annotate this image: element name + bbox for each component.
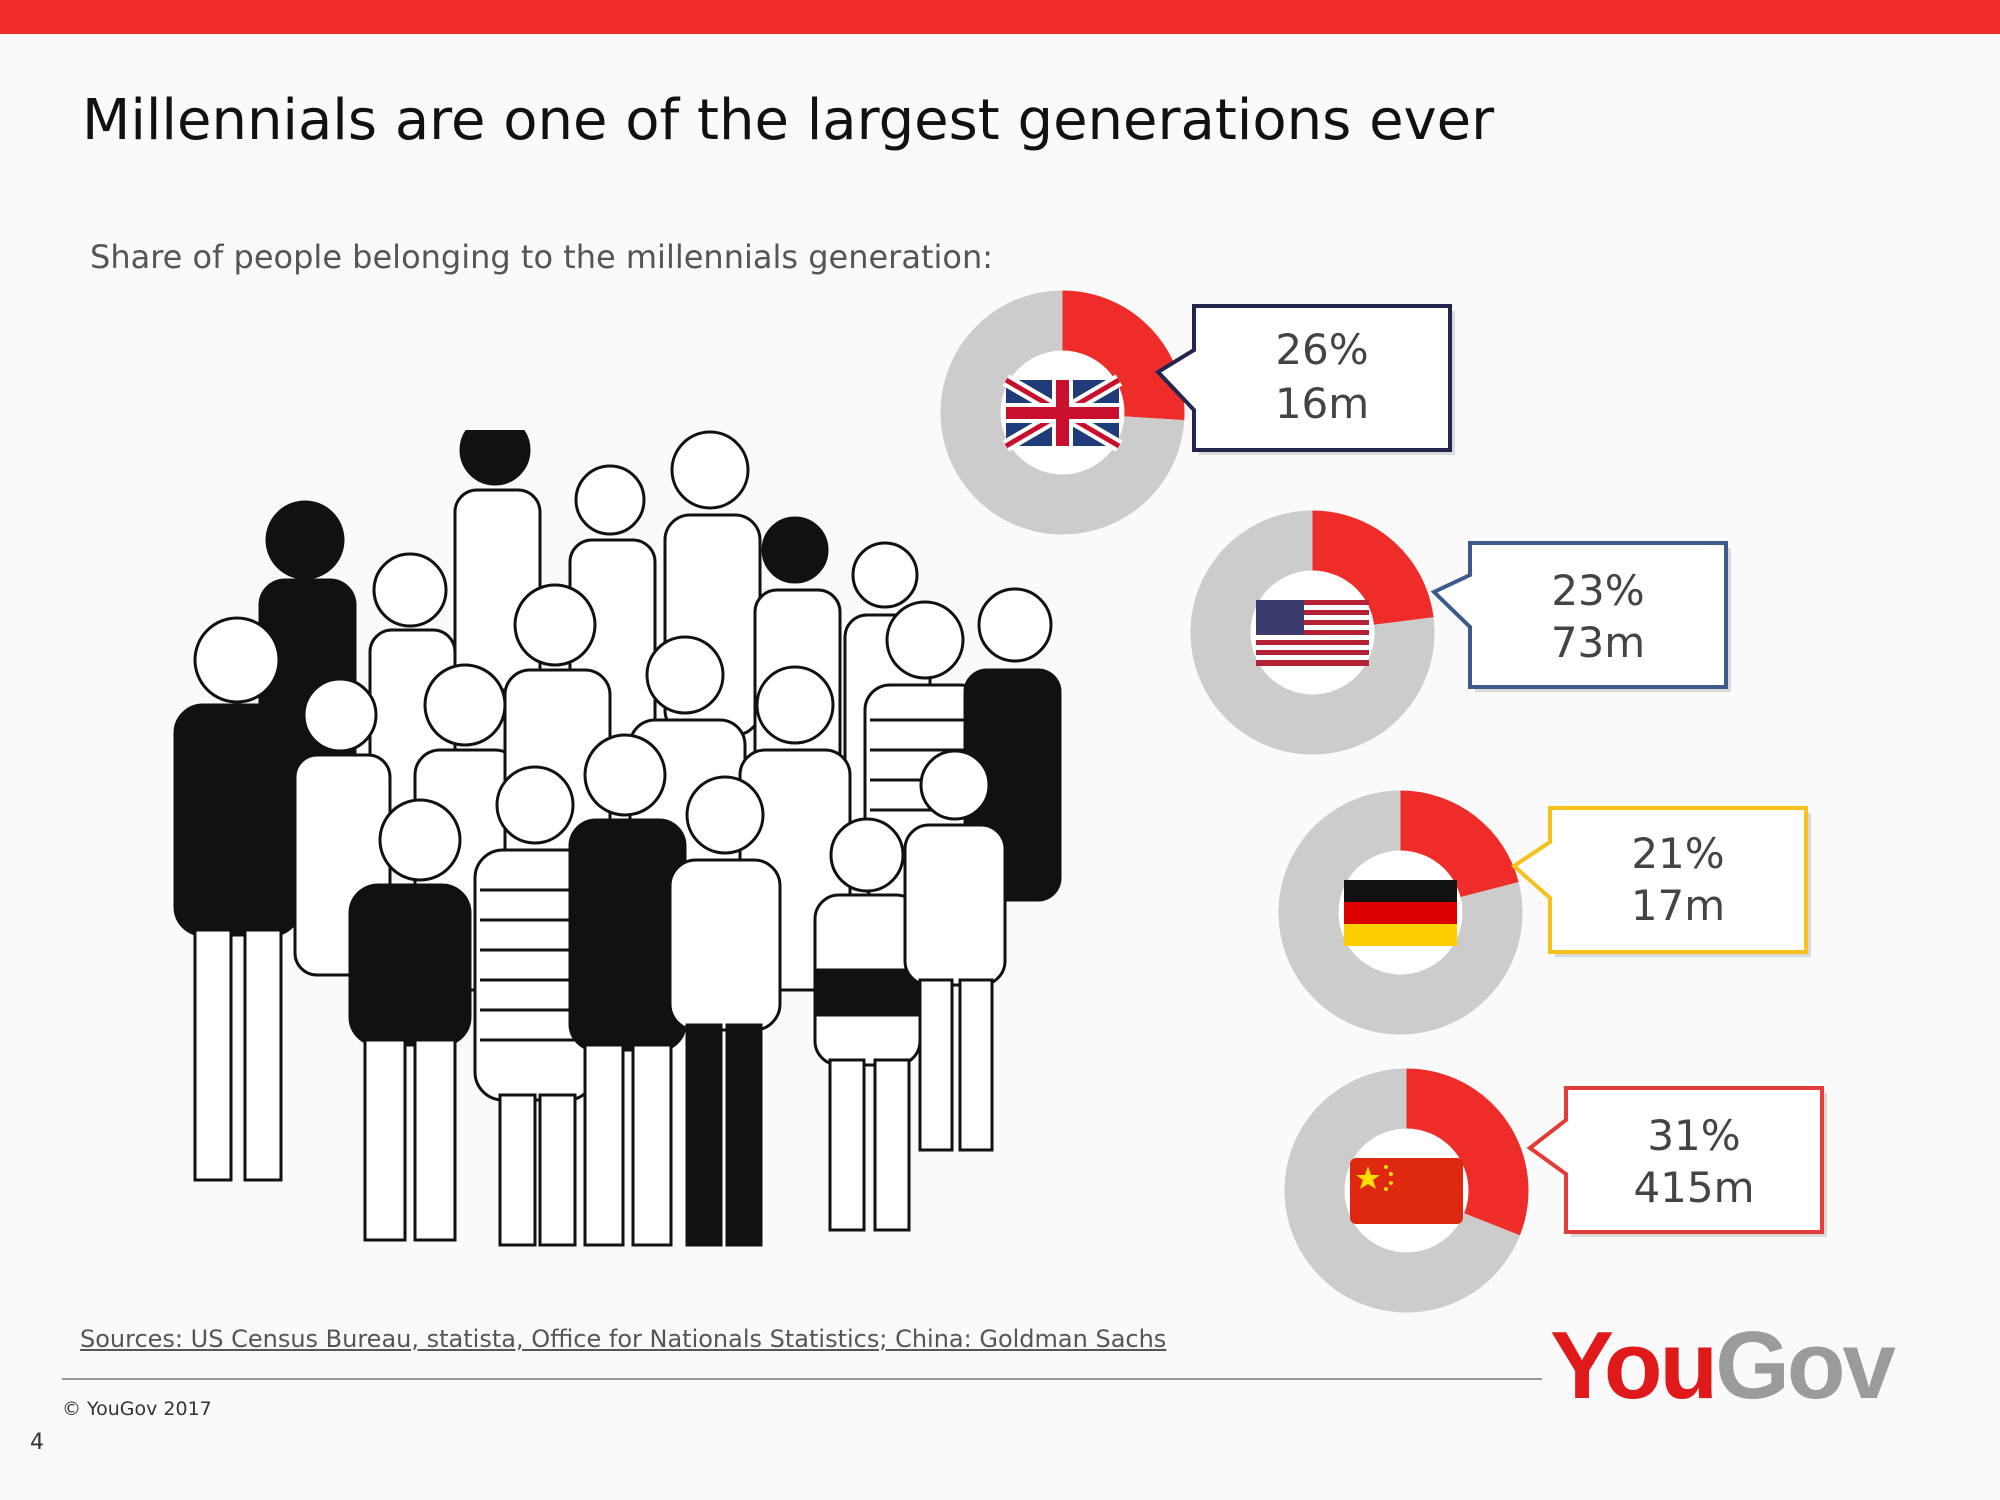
page-number: 4 xyxy=(30,1430,44,1455)
sources-note: Sources: US Census Bureau, statista, Off… xyxy=(80,1325,1167,1353)
slide-title: Millennials are one of the largest gener… xyxy=(82,88,1495,153)
us-callout: 23% 73m xyxy=(1430,541,1731,692)
china-callout: 31% 415m xyxy=(1526,1086,1827,1237)
yougov-logo: YouGov xyxy=(1550,1318,1896,1414)
germany-donut-chart xyxy=(1278,790,1523,1035)
china-share-label: 31% xyxy=(1647,1111,1740,1160)
copyright-text: © YouGov 2017 xyxy=(62,1398,212,1420)
uk-share-label: 26% xyxy=(1275,325,1368,374)
uk-donut-chart xyxy=(940,290,1185,535)
us-donut-chart xyxy=(1190,510,1435,755)
germany-flag-icon xyxy=(1344,880,1457,946)
china-population-label: 415m xyxy=(1633,1163,1754,1212)
germany-population-label: 17m xyxy=(1631,881,1725,930)
millennials-crowd-illustration xyxy=(173,430,1062,1247)
uk-callout: 26% 16m xyxy=(1154,304,1455,455)
top-accent-bar xyxy=(0,0,2000,34)
uk-flag-icon xyxy=(1002,374,1123,452)
us-flag-icon xyxy=(1256,600,1369,666)
germany-callout: 21% 17m xyxy=(1510,806,1811,957)
us-share-label: 23% xyxy=(1551,566,1644,615)
uk-population-label: 16m xyxy=(1275,379,1369,428)
logo-part-you: You xyxy=(1550,1312,1718,1419)
chart-subtitle: Share of people belonging to the millenn… xyxy=(90,238,994,276)
us-population-label: 73m xyxy=(1551,618,1645,667)
china-donut-chart xyxy=(1284,1068,1529,1313)
china-flag-icon xyxy=(1350,1158,1463,1224)
germany-share-label: 21% xyxy=(1631,829,1724,878)
logo-part-gov: Gov xyxy=(1715,1312,1896,1419)
footer-divider xyxy=(62,1378,1542,1380)
